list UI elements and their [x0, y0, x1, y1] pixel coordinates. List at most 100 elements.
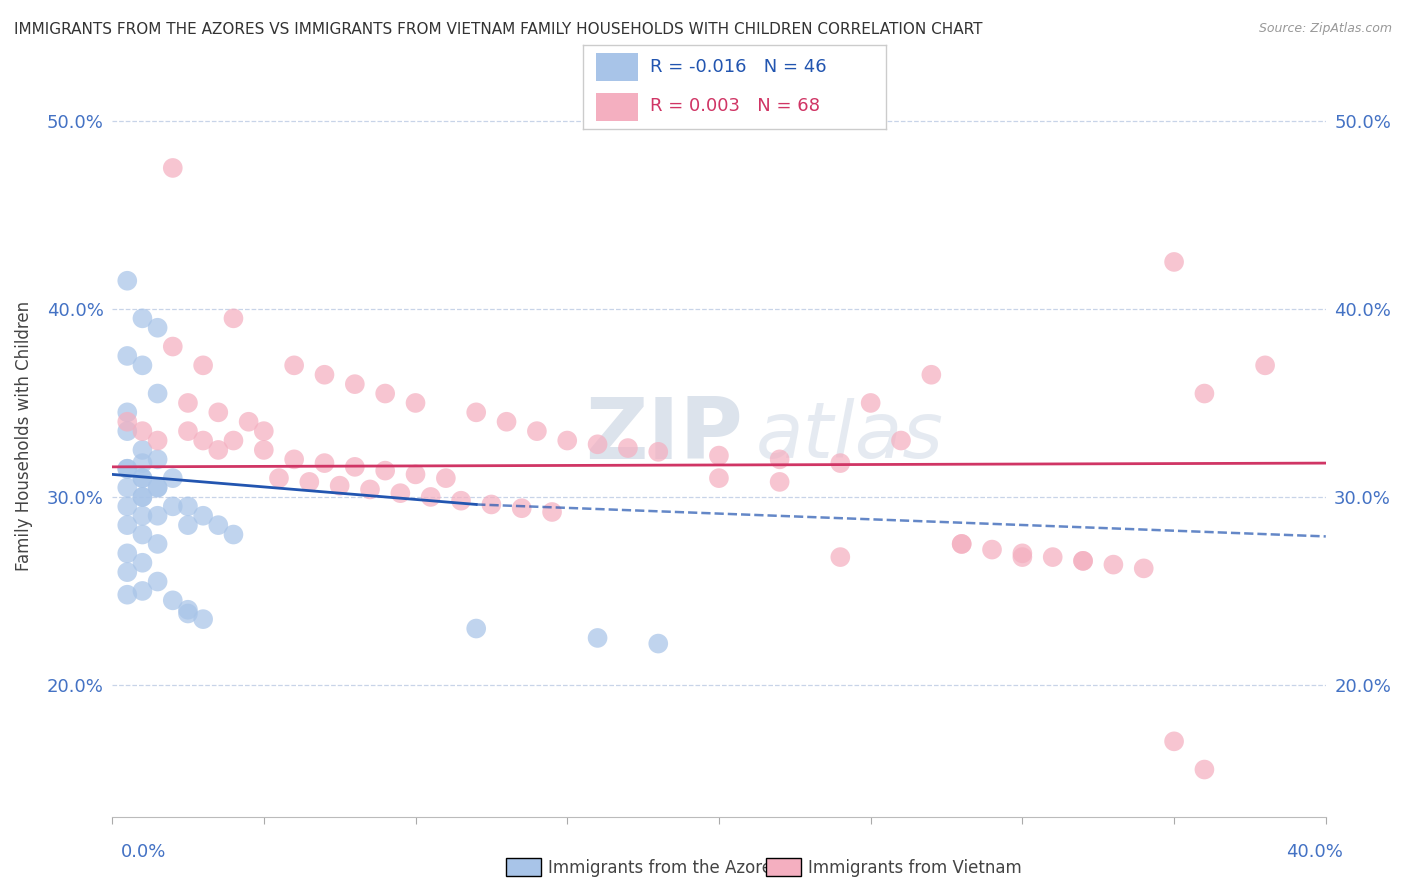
- Y-axis label: Family Households with Children: Family Households with Children: [15, 301, 32, 571]
- Point: [1163, 255, 1185, 269]
- Point: [647, 445, 669, 459]
- Point: [1194, 386, 1216, 401]
- Text: IMMIGRANTS FROM THE AZORES VS IMMIGRANTS FROM VIETNAM FAMILY HOUSEHOLDS WITH CHI: IMMIGRANTS FROM THE AZORES VS IMMIGRANTS…: [14, 22, 983, 37]
- Point: [117, 546, 139, 560]
- Point: [343, 377, 366, 392]
- Point: [222, 311, 245, 326]
- Point: [526, 424, 548, 438]
- Point: [207, 442, 229, 457]
- Text: atlas: atlas: [755, 398, 943, 474]
- Point: [283, 359, 305, 373]
- Point: [162, 471, 184, 485]
- Text: R = -0.016   N = 46: R = -0.016 N = 46: [650, 58, 827, 76]
- Point: [146, 434, 169, 448]
- Text: ZIP: ZIP: [585, 394, 744, 477]
- Point: [162, 593, 184, 607]
- Point: [131, 471, 153, 485]
- Point: [359, 483, 381, 497]
- Point: [405, 467, 427, 482]
- Point: [1132, 561, 1154, 575]
- Point: [830, 456, 852, 470]
- Point: [981, 542, 1004, 557]
- Text: Immigrants from the Azores: Immigrants from the Azores: [548, 859, 782, 877]
- Point: [131, 556, 153, 570]
- Point: [191, 359, 214, 373]
- Point: [769, 452, 792, 467]
- Point: [707, 449, 730, 463]
- Point: [131, 471, 153, 485]
- Point: [267, 471, 290, 485]
- Point: [647, 636, 669, 650]
- Point: [374, 464, 396, 478]
- Point: [222, 434, 245, 448]
- Point: [146, 481, 169, 495]
- Point: [131, 508, 153, 523]
- Point: [890, 434, 912, 448]
- Point: [162, 500, 184, 514]
- Point: [146, 574, 169, 589]
- Point: [950, 537, 973, 551]
- Text: 40.0%: 40.0%: [1286, 843, 1343, 861]
- Point: [162, 161, 184, 175]
- Point: [177, 607, 200, 621]
- Point: [555, 434, 578, 448]
- Point: [707, 471, 730, 485]
- Point: [389, 486, 412, 500]
- Point: [117, 461, 139, 475]
- Point: [617, 441, 640, 455]
- Point: [131, 311, 153, 326]
- Point: [374, 386, 396, 401]
- Point: [191, 434, 214, 448]
- Point: [177, 518, 200, 533]
- Point: [177, 603, 200, 617]
- Point: [207, 405, 229, 419]
- Point: [207, 518, 229, 533]
- Point: [117, 461, 139, 475]
- Point: [510, 501, 533, 516]
- Point: [920, 368, 942, 382]
- Point: [1011, 546, 1033, 560]
- Point: [117, 415, 139, 429]
- Point: [191, 508, 214, 523]
- Point: [830, 550, 852, 565]
- Point: [117, 274, 139, 288]
- Point: [479, 498, 502, 512]
- Point: [1042, 550, 1064, 565]
- Point: [283, 452, 305, 467]
- Point: [769, 475, 792, 489]
- Point: [1011, 550, 1033, 565]
- Point: [1163, 734, 1185, 748]
- Point: [1254, 359, 1277, 373]
- Bar: [596, 93, 638, 120]
- Point: [131, 424, 153, 438]
- Point: [298, 475, 321, 489]
- Point: [146, 537, 169, 551]
- Point: [586, 437, 609, 451]
- Text: 0.0%: 0.0%: [121, 843, 166, 861]
- Point: [329, 478, 352, 492]
- Point: [253, 424, 276, 438]
- Point: [146, 320, 169, 334]
- Point: [131, 490, 153, 504]
- Point: [253, 442, 276, 457]
- Point: [131, 442, 153, 457]
- Point: [314, 456, 336, 470]
- Point: [146, 481, 169, 495]
- Point: [191, 612, 214, 626]
- Point: [465, 405, 488, 419]
- Point: [117, 518, 139, 533]
- Point: [950, 537, 973, 551]
- Point: [146, 386, 169, 401]
- Point: [1071, 554, 1094, 568]
- Point: [162, 339, 184, 353]
- Point: [131, 527, 153, 541]
- Point: [314, 368, 336, 382]
- Point: [859, 396, 882, 410]
- Point: [131, 359, 153, 373]
- Text: R = 0.003   N = 68: R = 0.003 N = 68: [650, 97, 820, 115]
- Point: [117, 349, 139, 363]
- Point: [541, 505, 564, 519]
- Bar: [596, 54, 638, 81]
- Point: [146, 452, 169, 467]
- Point: [177, 396, 200, 410]
